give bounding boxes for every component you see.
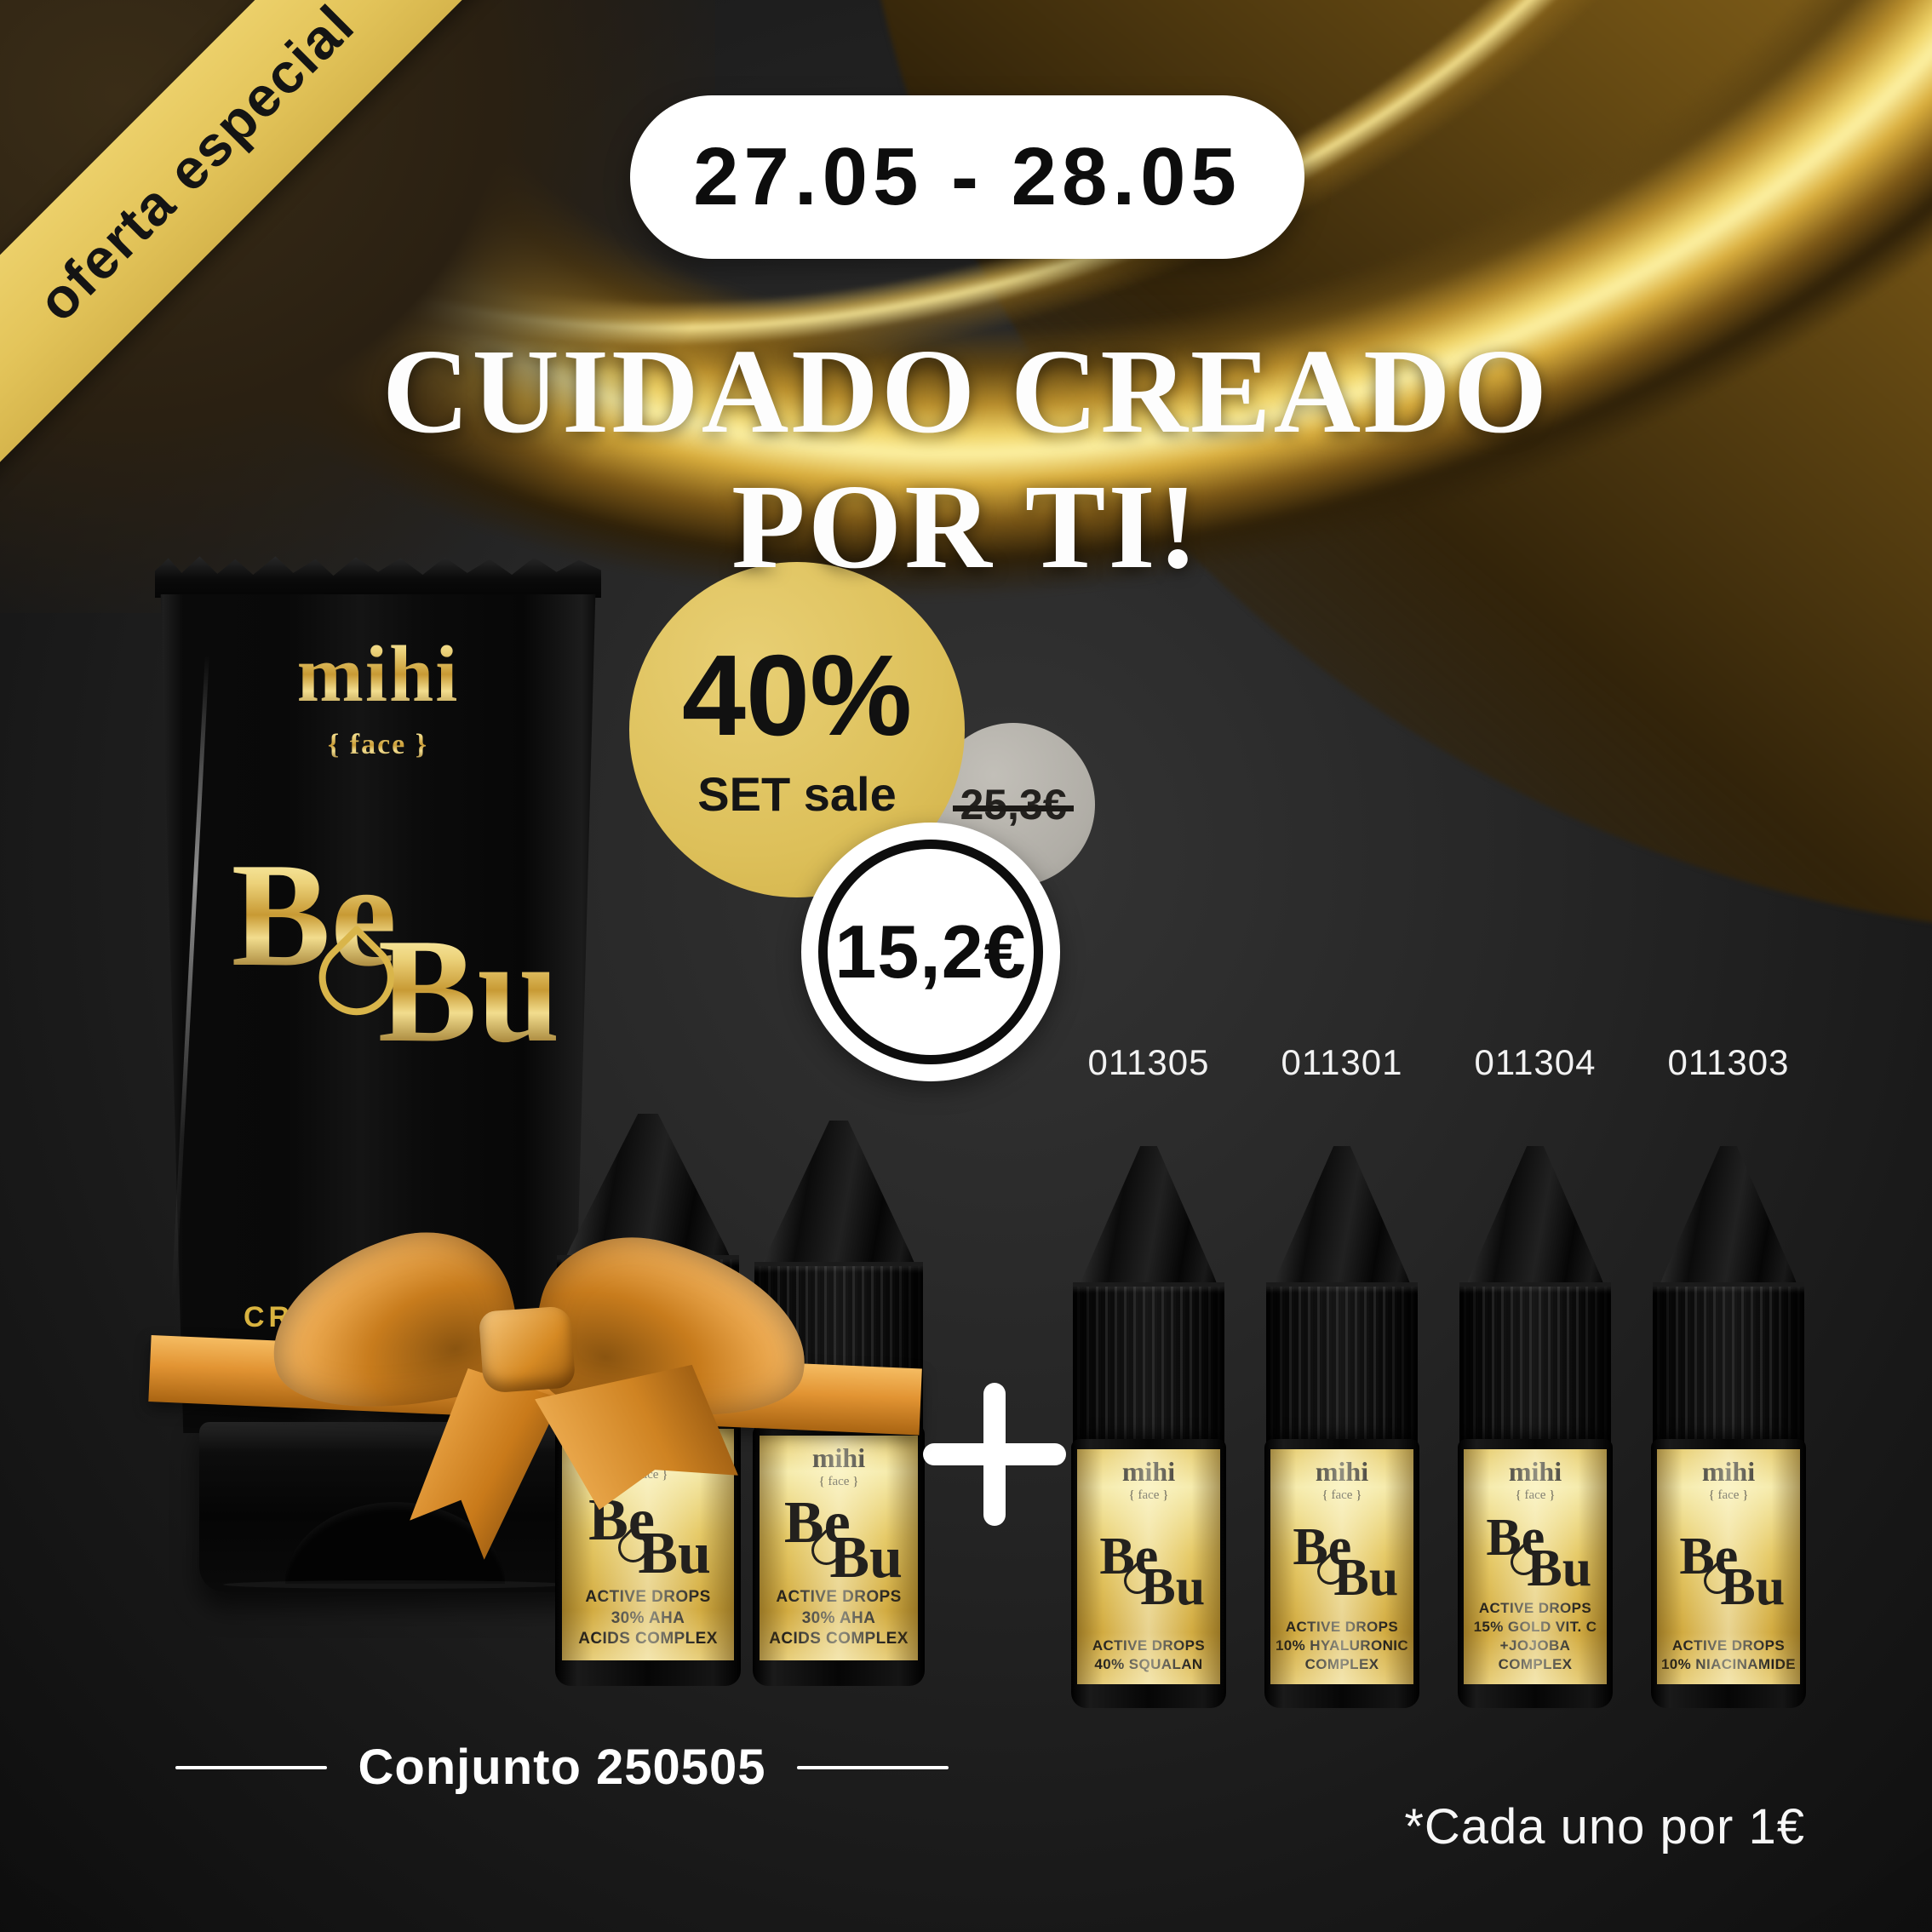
headline-line2: POR TI!: [731, 459, 1201, 594]
bebu-logo: Be Bu: [1486, 1509, 1592, 1597]
new-price: 15,2€: [834, 909, 1027, 994]
brand-name: mihi: [1315, 1456, 1369, 1487]
new-price-badge: 15,2€: [801, 823, 1060, 1081]
product-code: 011301: [1281, 1042, 1403, 1082]
brand-subtitle: { face }: [1321, 1488, 1362, 1502]
bebu-logo: Be Bu: [224, 840, 590, 1064]
price-note: *Cada uno por 1€: [1404, 1799, 1805, 1855]
date-badge: 27.05 - 28.05: [630, 95, 1304, 259]
discount-badge: 40% SET sale: [629, 562, 965, 897]
dropper-cap: [1272, 1146, 1412, 1287]
bebu-logo: Be Bu: [588, 1488, 711, 1587]
ribbed-cap: [1652, 1282, 1805, 1444]
dropper-cap: [1079, 1146, 1218, 1287]
brand-subtitle: { face }: [1515, 1488, 1556, 1502]
headline: CUIDADO CREADO POR TI!: [0, 324, 1932, 594]
brand-name: mihi: [1121, 1456, 1176, 1487]
bebu-logo-second: Bu: [378, 915, 590, 1064]
bebu-logo: Be Bu: [783, 1490, 903, 1591]
bottle-label: mihi { face } Be Bu ACTIVE DROPS 10% HYA…: [1270, 1449, 1413, 1684]
product-description: ACTIVE DROPS 40% SQUALAN: [1092, 1637, 1206, 1672]
brand-name: mihi: [1508, 1456, 1562, 1487]
product-description: ACTIVE DROPS 30% AHA ACIDS COMPLEX: [769, 1587, 909, 1648]
set-bottle-2: mihi { face } Be Bu ACTIVE DROPS 30% AHA…: [753, 1121, 925, 1686]
product-description: ACTIVE DROPS 15% GOLD VIT. C +JOJOBA COM…: [1473, 1599, 1597, 1672]
discount-percent: 40%: [681, 631, 913, 760]
bebu-logo: Be Bu: [1679, 1528, 1786, 1616]
dropper-cap: [1659, 1146, 1798, 1287]
product-description: ACTIVE DROPS 30% AHA ACIDS COMPLEX: [578, 1587, 718, 1648]
extra-bottle-3: 011304 mihi { face } Be Bu ACTIVE DROPS …: [1458, 1042, 1613, 1708]
extra-bottle-2: 011301 mihi { face } Be Bu ACTIVE DROPS …: [1264, 1042, 1419, 1708]
brand-subtitle: { face }: [152, 729, 605, 761]
product-code: 011305: [1087, 1042, 1210, 1082]
brand-subtitle: { face }: [818, 1475, 859, 1488]
dropper-cap: [1465, 1146, 1605, 1287]
brand-name: mihi: [1701, 1456, 1756, 1487]
bebu-logo: Be Bu: [1099, 1528, 1206, 1616]
ribbed-cap: [1265, 1282, 1419, 1444]
old-price: 25,3€: [953, 781, 1074, 828]
bottle-label: mihi { face } Be Bu ACTIVE DROPS 10% NIA…: [1657, 1449, 1800, 1684]
bottle-label: mihi { face } Be Bu ACTIVE DROPS 30% AHA…: [760, 1436, 918, 1660]
headline-line1: CUIDADO CREADO: [381, 324, 1551, 458]
brand-name: mihi: [152, 628, 605, 720]
date-range: 27.05 - 28.05: [693, 131, 1241, 222]
bebu-logo: Be Bu: [1293, 1518, 1399, 1607]
set-caption: Conjunto 250505: [119, 1739, 1005, 1796]
caption-line-left: [175, 1765, 328, 1769]
bottle-label: mihi { face } Be Bu ACTIVE DROPS 40% SQU…: [1077, 1449, 1220, 1684]
extra-bottle-4: 011303 mihi { face } Be Bu ACTIVE DROPS …: [1651, 1042, 1806, 1708]
cream-tube: mihi { face } Be Bu CREAM: [152, 552, 605, 1594]
bebu-logo-first: Be: [232, 840, 590, 989]
extra-bottle-1: 011305 mihi { face } Be Bu ACTIVE DROPS …: [1071, 1042, 1226, 1708]
brand-subtitle: { face }: [1128, 1488, 1169, 1502]
product-code: 011304: [1474, 1042, 1597, 1082]
product-code: 011303: [1667, 1042, 1790, 1082]
ribbed-cap: [1459, 1282, 1612, 1444]
set-caption-text: Conjunto 250505: [358, 1740, 766, 1795]
caption-line-right: [796, 1765, 949, 1769]
product-description: ACTIVE DROPS 10% HYALURONIC COMPLEX: [1275, 1618, 1409, 1672]
ribbed-cap: [1072, 1282, 1225, 1444]
brand-subtitle: { face }: [1708, 1488, 1749, 1502]
tube-branding: mihi { face }: [152, 628, 605, 761]
brand-name: mihi: [811, 1442, 866, 1473]
gift-bow-knot: [478, 1305, 576, 1394]
bottle-label: mihi { face } Be Bu ACTIVE DROPS 15% GOL…: [1464, 1449, 1607, 1684]
plus-icon: [923, 1383, 1066, 1526]
dropper-cap: [761, 1121, 916, 1267]
set-sale-label: SET sale: [697, 767, 897, 821]
product-description: ACTIVE DROPS 10% NIACINAMIDE: [1660, 1637, 1797, 1672]
